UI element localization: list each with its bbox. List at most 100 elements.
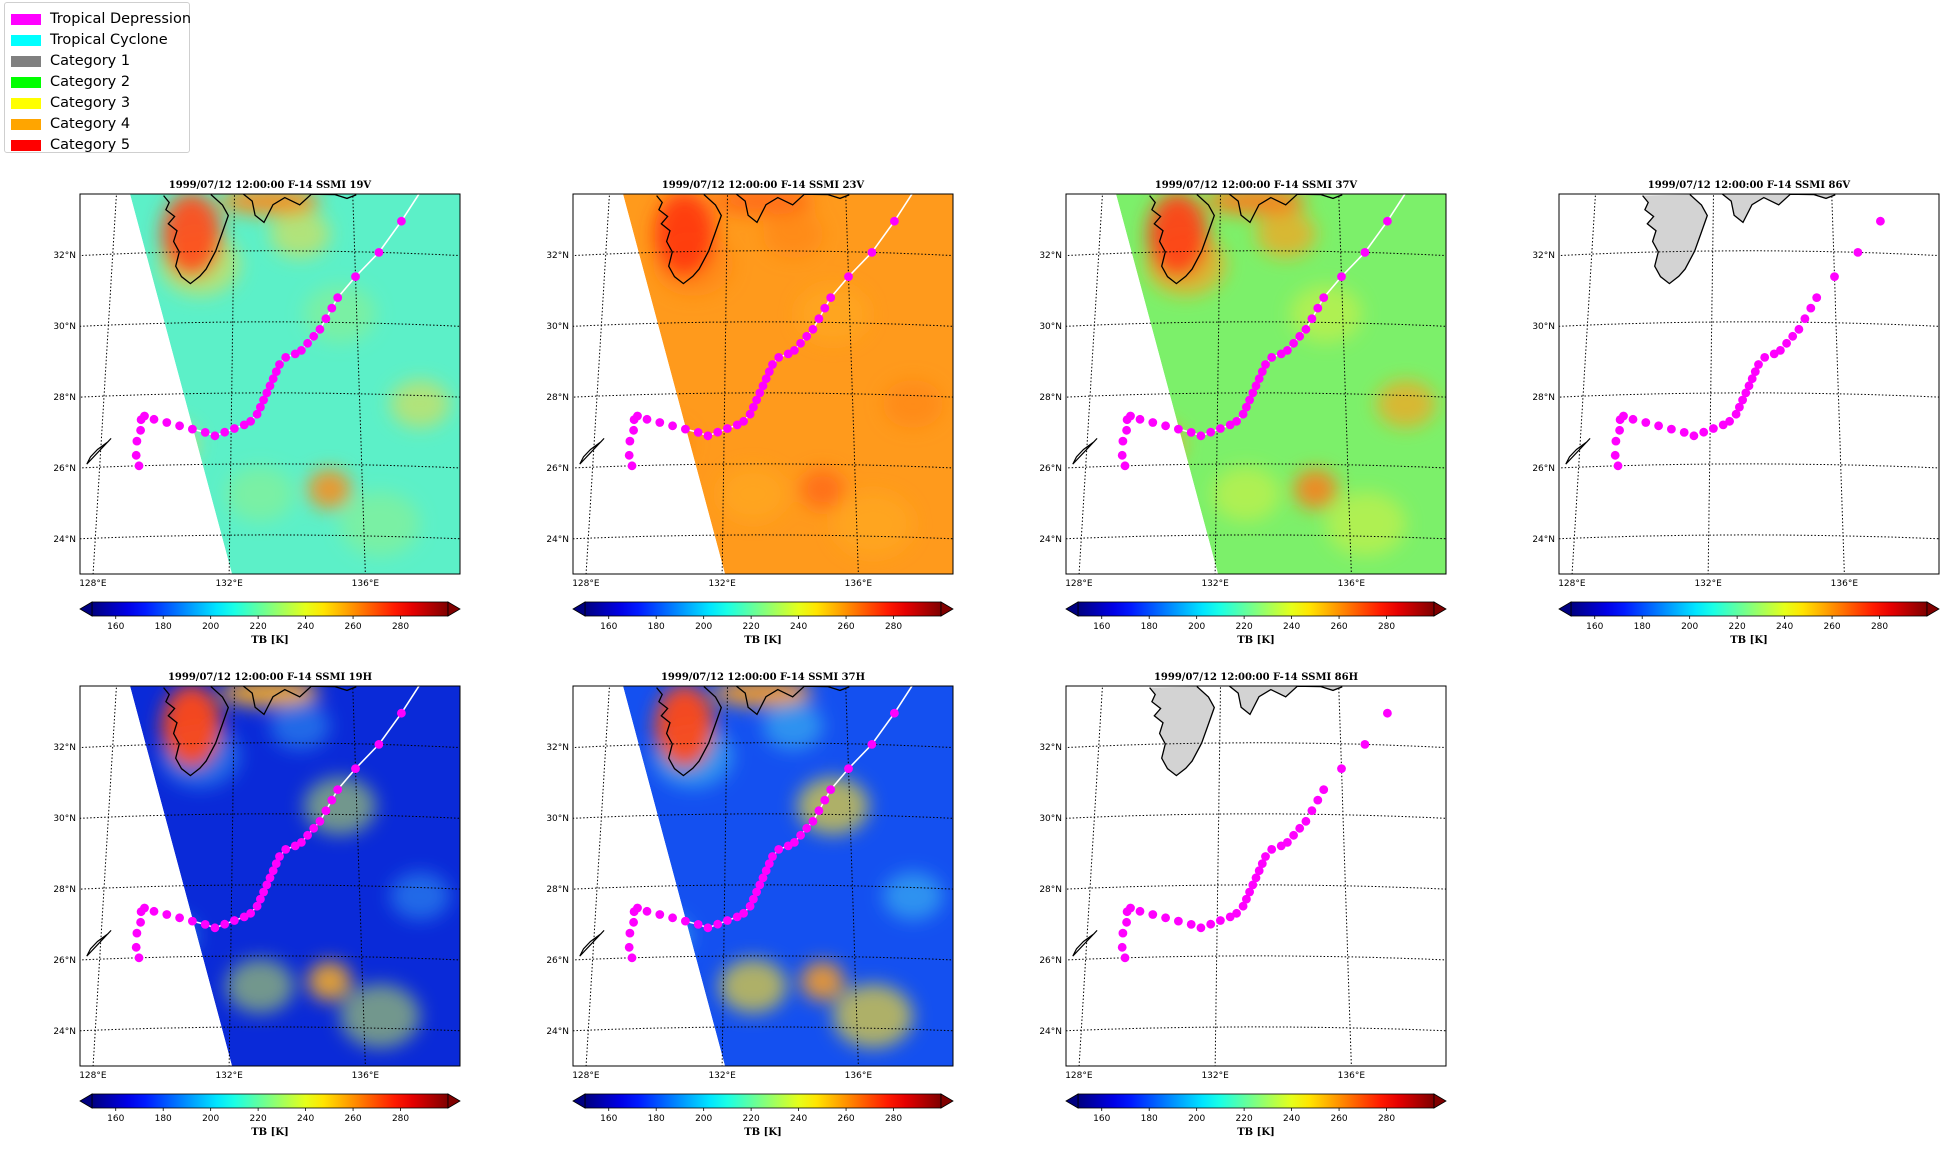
track-point	[1118, 928, 1128, 938]
lon-tick-label: 136°E	[1831, 579, 1859, 589]
track-point	[140, 903, 149, 913]
kyushu-coastline	[1642, 194, 1709, 285]
longitude-gridline	[585, 194, 610, 574]
lat-tick-label: 26°N	[1532, 464, 1555, 474]
latitude-gridline	[1066, 463, 1446, 469]
shikoku-coastline	[735, 686, 850, 716]
track-point	[624, 450, 634, 460]
track-point	[175, 913, 184, 923]
track-point	[633, 903, 642, 913]
track-point	[1754, 360, 1763, 369]
latitude-gridline	[573, 534, 953, 540]
colorbar-tick-label: 280	[1378, 622, 1395, 632]
track-point	[1725, 416, 1734, 426]
track-point	[188, 424, 197, 434]
track-point	[1383, 708, 1392, 718]
track-point	[1806, 303, 1816, 313]
track-point	[1174, 916, 1183, 926]
track-point	[826, 293, 836, 302]
track-point	[867, 248, 877, 257]
track-point	[136, 917, 145, 927]
colorbar-tick-label: 240	[1776, 622, 1793, 632]
longitude-gridline	[92, 686, 117, 1066]
longitude-gridline	[845, 194, 859, 574]
latitude-gridline	[573, 742, 953, 749]
latitude-gridline	[573, 1026, 953, 1032]
track-point	[1225, 912, 1235, 922]
lon-tick-label: 128°E	[1065, 1071, 1093, 1081]
latitude-gridline	[1066, 1026, 1446, 1032]
lon-tick-label: 132°E	[708, 1071, 736, 1081]
shikoku-coastline	[242, 194, 357, 224]
track-point	[642, 906, 652, 916]
track-point	[844, 272, 853, 281]
track-point	[1615, 425, 1624, 435]
colorbar-tick-label: 260	[837, 1114, 854, 1124]
track-point	[745, 901, 755, 911]
lat-tick-label: 28°N	[1532, 393, 1555, 403]
lon-tick-label: 128°E	[1065, 579, 1093, 589]
colorbar-label: TB [K]	[1237, 1127, 1275, 1138]
lat-tick-label: 30°N	[1039, 814, 1062, 824]
kyushu-coastline	[656, 686, 723, 777]
track-point	[625, 436, 635, 446]
track-point	[351, 764, 360, 773]
lat-tick-label: 32°N	[1532, 251, 1555, 261]
track-point	[333, 293, 343, 302]
track-point	[796, 830, 805, 840]
track-point	[1301, 324, 1311, 334]
colorbar-tick-label: 220	[743, 1114, 760, 1124]
track-point	[268, 866, 278, 876]
lon-tick-label: 128°E	[572, 1071, 600, 1081]
track-point	[1360, 740, 1370, 749]
latitude-gridline	[80, 955, 460, 961]
track-point	[655, 418, 665, 427]
legend-label: Category 5	[50, 137, 131, 153]
okinawa-coastline	[86, 929, 112, 957]
track-point	[890, 708, 899, 718]
legend-swatch	[11, 118, 41, 130]
colorbar-tick-label: 180	[648, 1114, 665, 1124]
track-point	[764, 367, 774, 376]
colorbar: 160 180 200 220 240 260 280 TB [K]	[79, 1093, 461, 1138]
colorbar-label: TB [K]	[251, 635, 289, 646]
legend-swatch	[11, 13, 41, 25]
shikoku-coastline	[1228, 686, 1343, 716]
kyushu-coastline	[1149, 194, 1216, 285]
okinawa-coastline	[1072, 929, 1098, 957]
track-point	[1613, 461, 1623, 471]
okinawa-coastline	[579, 437, 605, 465]
track-point	[826, 785, 836, 794]
map-frame	[1558, 193, 1940, 575]
track-point	[693, 428, 703, 437]
track-point	[397, 216, 406, 226]
track-point	[397, 708, 406, 718]
lat-tick-label: 24°N	[53, 1027, 76, 1037]
colorbar-tick-label: 240	[297, 1114, 314, 1124]
okinawa-coastline	[1565, 437, 1591, 465]
colorbar-tick-label: 200	[202, 1114, 219, 1124]
track-point	[1122, 917, 1131, 927]
colorbar-label: TB [K]	[744, 635, 782, 646]
track-point	[259, 887, 268, 897]
latitude-gridline	[80, 463, 460, 469]
track-point	[149, 414, 159, 424]
lat-tick-label: 26°N	[546, 956, 569, 966]
track-point	[1289, 338, 1298, 348]
track-point	[723, 916, 732, 925]
map-frame	[1065, 193, 1447, 575]
legend-label: Category 2	[50, 74, 131, 90]
lat-tick-label: 26°N	[53, 464, 76, 474]
track-point	[303, 830, 312, 840]
track-point	[1196, 431, 1206, 441]
track-point	[265, 381, 275, 391]
track-point	[321, 806, 331, 816]
track-point	[134, 953, 144, 963]
track-point	[1301, 816, 1311, 826]
track-point	[1245, 887, 1254, 897]
colorbar-tick-label: 280	[392, 622, 409, 632]
map-plot: 24°N 26°N 28°N 30°N 32°N 128°E 132°E 136°E 160 18…	[53, 193, 461, 646]
longitude-gridline	[1214, 686, 1221, 1066]
track-point	[1307, 806, 1317, 816]
legend-item: Tropical Cyclone	[11, 30, 168, 50]
